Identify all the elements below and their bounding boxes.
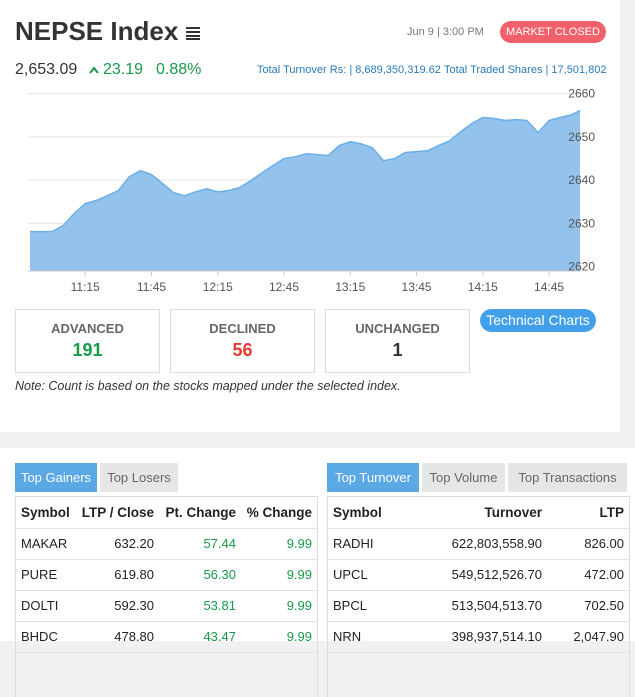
column-header: LTP — [599, 505, 625, 520]
column-header: Symbol — [333, 505, 382, 520]
table-cell: 9.99 — [286, 536, 312, 551]
table-cell: 592.30 — [114, 598, 154, 613]
table-cell: 622,803,558.90 — [451, 536, 542, 551]
x-tick-label: 11:15 — [71, 280, 100, 294]
stat-value: 191 — [72, 340, 103, 360]
datetime: Jun 9 | 3:00 PM — [407, 26, 484, 38]
y-tick-label: 2620 — [568, 260, 595, 274]
stat-value: 56 — [232, 340, 253, 360]
line — [30, 109, 581, 233]
up-arrow — [89, 66, 99, 74]
x-tick-label: 14:45 — [534, 280, 564, 294]
table-row: NRN 398,937,514.10 2,047.90 — [328, 621, 629, 653]
index-change: 23.19 — [103, 61, 144, 78]
table-cell: 478.80 — [114, 629, 154, 644]
y-tick-label: 2640 — [568, 173, 595, 187]
y-tick-label: 2650 — [568, 130, 595, 144]
table-cell: 702.50 — [584, 598, 624, 613]
table-row: PURE 619.80 56.30 9.99 — [16, 559, 317, 591]
technical-charts-button[interactable]: Technical Charts — [480, 309, 596, 332]
stat-box: DECLINED 56 — [170, 309, 315, 373]
stat-label: UNCHANGED — [355, 321, 440, 336]
column-header: % Change — [246, 505, 312, 520]
table-row: RADHI 622,803,558.90 826.00 — [328, 528, 629, 560]
y-tick-label: 2630 — [568, 216, 595, 230]
table-cell: NRN — [333, 629, 362, 644]
stat-box: ADVANCED 191 — [15, 309, 160, 373]
table-cell: 57.44 — [203, 536, 236, 551]
table-cell: MAKAR — [21, 536, 68, 551]
x-tick-label: 11:45 — [137, 280, 166, 294]
stat-label: DECLINED — [209, 321, 276, 336]
table-cell: BPCL — [333, 598, 367, 613]
title: NEPSE Index — [15, 16, 179, 46]
table: Symbol Turnover LTP RADHI 622,803,558.90 826.… — [327, 496, 630, 697]
table-cell: 2,047.90 — [573, 629, 624, 644]
index-card: NEPSE Index Jun 9 | 3:00 PM MARKET CLOSE… — [0, 0, 620, 432]
market-status: MARKET CLOSED — [500, 21, 606, 43]
column-header: Pt. Change — [165, 505, 236, 520]
table-cell: 398,937,514.10 — [451, 629, 542, 644]
table-row: DOLTI 592.30 53.81 9.99 — [16, 590, 317, 622]
column-header: Turnover — [484, 505, 542, 520]
column-header: LTP / Close — [81, 505, 154, 520]
y-tick-label: 2660 — [568, 87, 595, 101]
table-cell: 56.30 — [203, 567, 236, 582]
table-cell: 513,504,513.70 — [451, 598, 542, 613]
x-tick-label: 13:45 — [402, 280, 432, 294]
chart: 2620 2630 2640 2650 2660 11:15 11:45 12:15 12:45… — [28, 87, 595, 294]
table-cell: RADHI — [333, 536, 374, 551]
x-tick-label: 13:15 — [335, 280, 365, 294]
stat-box: UNCHANGED 1 — [325, 309, 470, 373]
x-tick-label: 12:15 — [203, 280, 233, 294]
index-value: 2,653.09 — [15, 61, 78, 78]
table-cell: 632.20 — [114, 536, 154, 551]
table: Symbol LTP / Close Pt. Change % Change MAKAR… — [15, 496, 318, 697]
table-row: MAKAR 632.20 57.44 9.99 — [16, 528, 317, 560]
tab[interactable]: Top Losers — [100, 463, 178, 492]
tab[interactable]: Top Gainers — [15, 463, 97, 492]
table-cell: 53.81 — [203, 598, 236, 613]
table-cell: 619.80 — [114, 567, 154, 582]
stat-label: ADVANCED — [51, 321, 124, 336]
table-cell: 826.00 — [584, 536, 624, 551]
tab[interactable]: Top Turnover — [327, 463, 419, 492]
header-row: Symbol Turnover LTP — [328, 497, 629, 529]
stat-value: 1 — [392, 340, 403, 360]
column-header: Symbol — [21, 505, 70, 520]
menu-icon[interactable] — [185, 26, 201, 40]
x-tick-label: 12:45 — [269, 280, 299, 294]
tables-card: Top Gainers Top Losers Symbol LTP / Close Pt… — [0, 448, 635, 697]
note: Note: Count is based on the stocks mappe… — [15, 379, 401, 393]
area — [30, 110, 580, 271]
table-cell: 43.47 — [203, 629, 236, 644]
table-row: UPCL 549,512,526.70 472.00 — [328, 559, 629, 591]
table-row: BHDC 478.80 43.47 9.99 — [16, 621, 317, 653]
table-cell: BHDC — [21, 629, 58, 644]
table-cell: 9.99 — [286, 629, 312, 644]
total-turnover: Total Turnover Rs: | 8,689,350,319.62 — [257, 64, 441, 76]
table-cell: 549,512,526.70 — [451, 567, 542, 582]
table-cell: 472.00 — [584, 567, 624, 582]
table-cell: 9.99 — [286, 598, 312, 613]
table-cell: DOLTI — [21, 598, 59, 613]
tab[interactable]: Top Volume — [422, 463, 505, 492]
tab[interactable]: Top Transactions — [508, 463, 627, 492]
table-cell: PURE — [21, 567, 58, 582]
header-row: Symbol LTP / Close Pt. Change % Change — [16, 497, 317, 529]
x-tick-label: 14:15 — [468, 280, 498, 294]
table-row: BPCL 513,504,513.70 702.50 — [328, 590, 629, 622]
table-cell: UPCL — [333, 567, 368, 582]
index-percent: 0.88% — [156, 61, 202, 78]
traded-shares: Total Traded Shares | 17,501,802 — [444, 64, 607, 76]
table-cell: 9.99 — [286, 567, 312, 582]
